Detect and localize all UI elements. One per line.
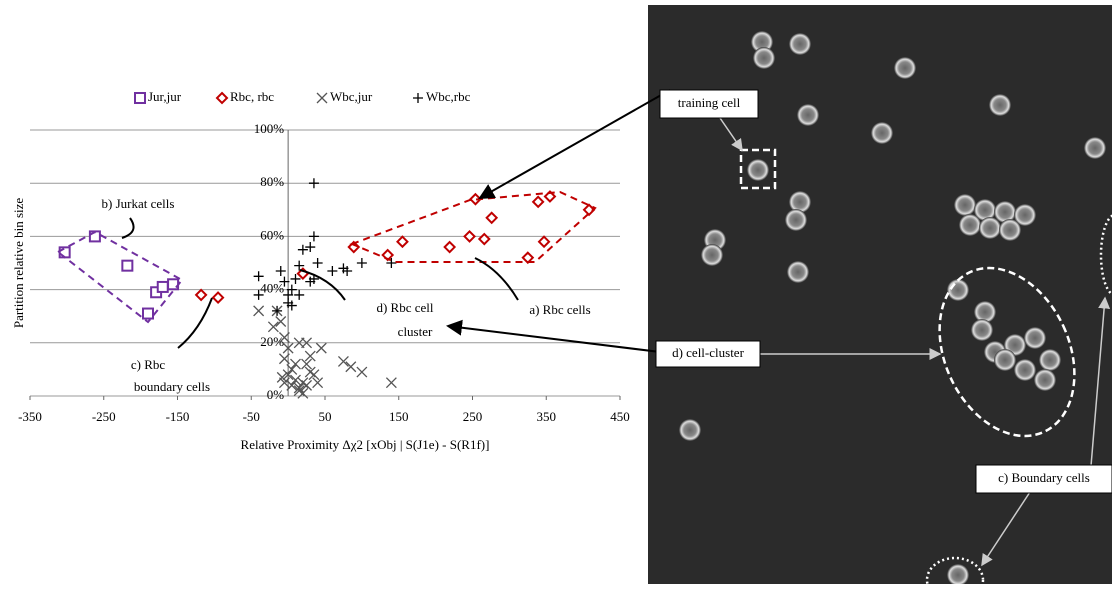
point: [539, 237, 549, 247]
point: [309, 178, 319, 188]
legend-marker: [413, 93, 423, 103]
cell: [701, 244, 723, 266]
x-tick-label: 250: [463, 409, 483, 424]
point: [268, 322, 278, 332]
point: [313, 258, 323, 268]
point: [316, 343, 326, 353]
point: [386, 378, 396, 388]
point: [487, 213, 497, 223]
y-tick-label: 0%: [267, 387, 285, 402]
cell: [747, 159, 769, 181]
annotation: c) Rbc: [131, 357, 166, 372]
x-tick-label: 150: [389, 409, 409, 424]
cell: [1024, 327, 1046, 349]
cell: [787, 261, 809, 283]
cell: [989, 94, 1011, 116]
y-axis-label: Partition relative bin size: [11, 198, 26, 329]
point: [213, 293, 223, 303]
cell: [999, 219, 1021, 241]
legend-label: Wbc,rbc: [426, 89, 471, 104]
leader: [178, 298, 212, 348]
point: [60, 247, 70, 257]
y-tick-label: 80%: [260, 174, 284, 189]
image-label: training cell: [678, 95, 741, 110]
point: [158, 282, 168, 292]
cell: [1014, 359, 1036, 381]
point: [479, 234, 489, 244]
y-tick-label: 100%: [254, 121, 285, 136]
cell: [894, 57, 916, 79]
point: [298, 245, 308, 255]
jurkat-outline: [58, 232, 182, 322]
cell: [1039, 349, 1061, 371]
x-tick-label: -250: [92, 409, 116, 424]
y-tick-label: 40%: [260, 281, 284, 296]
point: [465, 231, 475, 241]
leader: [122, 218, 134, 238]
figure: 0%20%40%60%80%100%-350-250-150-505015025…: [0, 0, 1112, 584]
point: [276, 317, 286, 327]
legend-marker: [135, 93, 145, 103]
point: [143, 309, 153, 319]
cell: [979, 217, 1001, 239]
point: [445, 242, 455, 252]
point: [327, 266, 337, 276]
legend-marker: [317, 93, 327, 103]
legend-label: Jur,jur: [148, 89, 182, 104]
point: [276, 266, 286, 276]
arrow: [480, 90, 670, 198]
x-tick-label: 450: [610, 409, 630, 424]
annotation: d) Rbc cell: [376, 300, 433, 315]
legend-label: Wbc,jur: [330, 89, 373, 104]
annotation: cluster: [398, 324, 433, 339]
cell: [959, 214, 981, 236]
point: [196, 290, 206, 300]
leader: [475, 258, 518, 300]
cell: [785, 209, 807, 231]
x-tick-label: 50: [319, 409, 332, 424]
annotation: a) Rbc cells: [529, 302, 590, 317]
group-outlines: [58, 192, 595, 322]
point: [338, 356, 348, 366]
x-tick-label: 350: [537, 409, 557, 424]
x-tick-label: -350: [18, 409, 42, 424]
point: [397, 237, 407, 247]
point: [357, 258, 367, 268]
x-tick-label: -150: [166, 409, 190, 424]
point: [122, 261, 132, 271]
cell: [947, 279, 969, 301]
point: [309, 231, 319, 241]
cell: [679, 419, 701, 441]
point: [291, 359, 301, 369]
image-label: c) Boundary cells: [998, 470, 1090, 485]
point: [346, 362, 356, 372]
point: [305, 242, 315, 252]
point: [357, 367, 367, 377]
legend-marker: [217, 93, 227, 103]
point: [254, 306, 264, 316]
point: [533, 197, 543, 207]
cell: [789, 33, 811, 55]
cell: [954, 194, 976, 216]
x-tick-label: -50: [243, 409, 260, 424]
point: [294, 290, 304, 300]
cell: [1084, 137, 1106, 159]
cell: [1034, 369, 1056, 391]
cell: [971, 319, 993, 341]
legend-label: Rbc, rbc: [230, 89, 274, 104]
cell: [994, 349, 1016, 371]
annotation: boundary cells: [134, 379, 210, 394]
cell: [753, 47, 775, 69]
cell: [797, 104, 819, 126]
x-axis-label: Relative Proximity Δχ2 [xObj | S(J1e) - …: [241, 437, 490, 452]
annotation: b) Jurkat cells: [102, 196, 175, 211]
image-label: d) cell-cluster: [672, 345, 744, 360]
y-tick-label: 60%: [260, 227, 284, 242]
arrow: [448, 326, 660, 352]
cell: [871, 122, 893, 144]
